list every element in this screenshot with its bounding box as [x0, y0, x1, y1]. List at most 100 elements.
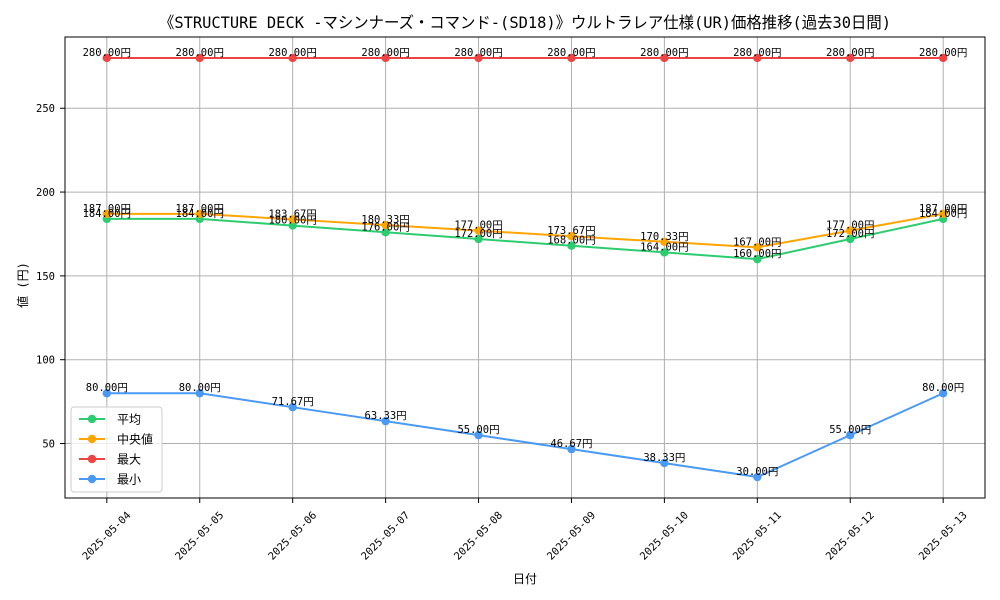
data-point: [567, 53, 576, 63]
y-tick-label: 200: [36, 187, 55, 199]
data-point: [753, 243, 762, 252]
legend-marker: [87, 414, 97, 424]
data-label: 177.00円: [454, 220, 502, 232]
legend-marker: [87, 454, 97, 464]
y-axis: 50 100 150 200 250: [36, 103, 65, 451]
data-point: [195, 53, 204, 63]
data-label: 172.00円: [454, 228, 502, 240]
data-labels: 184.00円 184.00円 180.00円 176.00円 172.00円 168.0…: [83, 47, 968, 478]
legend-label: 最大: [117, 453, 141, 467]
data-label: 280.00円: [454, 47, 502, 59]
data-point: [474, 53, 483, 63]
chart-title: 《STRUCTURE DECK -マシンナーズ・コマンド-(SD18)》ウルトラ…: [159, 13, 891, 32]
data-point: [474, 226, 483, 235]
data-label: 80.00円: [86, 382, 128, 394]
data-point: [474, 430, 483, 440]
legend-frame: [70, 406, 163, 493]
data-label: 80.00円: [922, 382, 964, 394]
data-label: 180.33円: [361, 214, 409, 226]
data-label: 46.67円: [550, 438, 592, 450]
data-point: [474, 234, 483, 244]
data-point: [660, 53, 669, 63]
data-point: [381, 220, 390, 230]
y-axis-title: 値 (円): [15, 262, 30, 308]
data-label: 30.00円: [736, 466, 778, 478]
data-point: [660, 237, 669, 247]
data-label: 160.00円: [733, 248, 781, 260]
series-line-2: [106, 212, 944, 249]
data-point: [381, 416, 390, 426]
data-point: [102, 389, 112, 398]
data-point: [288, 215, 297, 224]
data-label: 187.00円: [176, 203, 224, 215]
legend-entry: 中央値: [79, 432, 153, 447]
data-label: 184.00円: [919, 208, 967, 220]
data-point: [846, 234, 855, 244]
legend-label: 平均: [117, 413, 141, 427]
data-label: 176.00円: [361, 221, 409, 233]
data-label: 280.00円: [361, 47, 409, 59]
legend-label: 中央値: [117, 432, 153, 447]
legend-marker: [87, 434, 97, 444]
series-line-1: [106, 217, 944, 261]
data-label: 80.00円: [179, 382, 221, 394]
data-label: 177.00円: [826, 220, 874, 232]
data-point: [660, 458, 669, 468]
data-point: [381, 228, 390, 237]
data-label: 38.33円: [643, 452, 685, 464]
y-tick-label: 50: [42, 439, 55, 451]
y-tick-label: 250: [36, 103, 55, 115]
data-label: 173.67円: [547, 225, 595, 237]
legend-entry: 平均: [79, 413, 141, 427]
data-point: [846, 226, 855, 235]
x-axis-title: 日付: [513, 572, 537, 586]
data-point: [102, 209, 112, 219]
data-point: [938, 53, 948, 63]
data-label: 280.00円: [547, 47, 595, 59]
data-label: 187.00円: [83, 203, 131, 215]
data-label: 168.00円: [547, 235, 595, 247]
data-label: 172.00円: [826, 228, 874, 240]
data-label: 280.00円: [176, 47, 224, 59]
y-tick-label: 150: [36, 271, 55, 283]
data-label: 55.00円: [457, 424, 499, 436]
data-label: 187.00円: [919, 203, 967, 215]
legend-label: 最小: [117, 473, 141, 487]
data-point: [381, 53, 390, 63]
data-point: [660, 248, 669, 257]
data-point: [102, 53, 112, 63]
legend-entry: 最大: [79, 453, 141, 467]
data-label: 183.67円: [268, 208, 316, 220]
data-point: [195, 389, 204, 398]
data-point: [288, 402, 297, 412]
data-label: 280.00円: [268, 47, 316, 59]
data-label: 280.00円: [83, 47, 131, 59]
legend-entry: 最小: [79, 473, 141, 487]
data-label: 55.00円: [829, 424, 871, 436]
data-label: 170.33円: [640, 231, 688, 243]
series-lines: [102, 53, 948, 482]
data-point: [753, 53, 762, 63]
data-label: 280.00円: [919, 47, 967, 59]
y-tick-label: 100: [36, 355, 55, 367]
data-label: 184.00円: [83, 208, 131, 220]
data-label: 167.00円: [733, 236, 781, 248]
data-label: 184.00円: [176, 208, 224, 220]
data-label: 164.00円: [640, 241, 688, 253]
data-point: [846, 53, 855, 63]
data-point: [567, 444, 576, 454]
data-label: 71.67円: [272, 396, 314, 408]
data-point: [195, 209, 204, 219]
data-point: [567, 241, 576, 250]
data-label: 280.00円: [733, 47, 781, 59]
series-line-4: [106, 392, 944, 479]
plot-frame: [64, 36, 986, 499]
data-point: [753, 254, 762, 264]
data-point: [753, 472, 762, 482]
data-point: [567, 232, 576, 241]
data-point: [938, 389, 948, 398]
data-label: 280.00円: [640, 47, 688, 59]
